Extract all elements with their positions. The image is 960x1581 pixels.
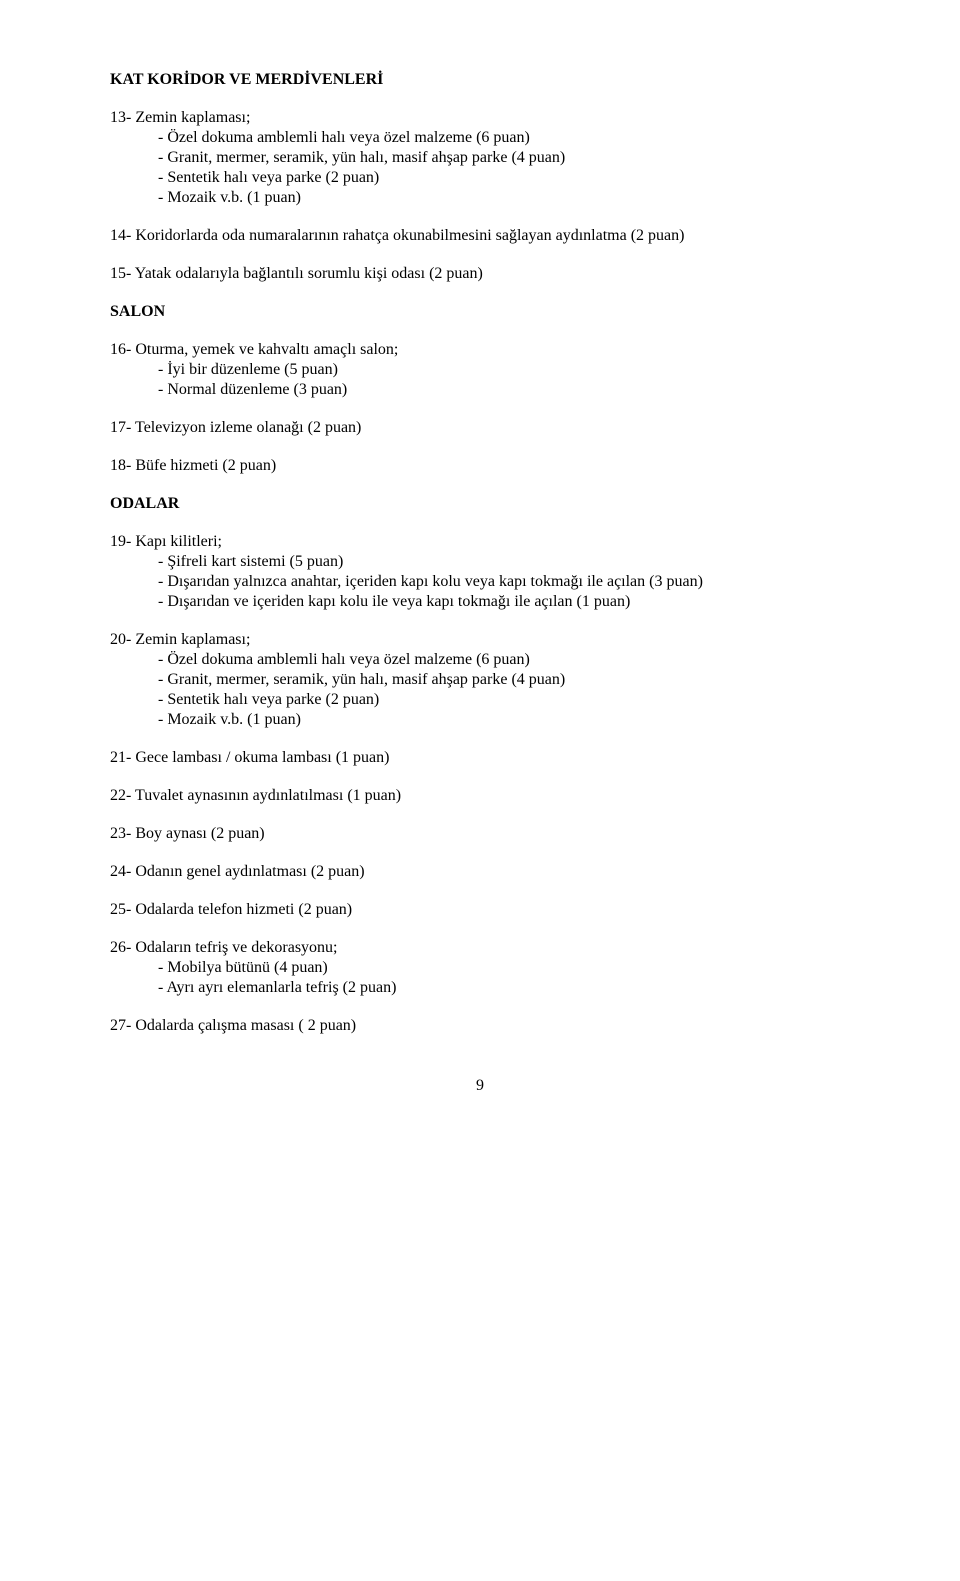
item-13: 13- Zemin kaplaması; - Özel dokuma amble… xyxy=(110,108,850,208)
item-23: 23- Boy aynası (2 puan) xyxy=(110,824,850,844)
item-19-b: - Dışarıdan yalnızca anahtar, içeriden k… xyxy=(110,572,850,592)
item-19-a: - Şifreli kart sistemi (5 puan) xyxy=(110,552,850,572)
item-16-title: 16- Oturma, yemek ve kahvaltı amaçlı sal… xyxy=(110,340,850,360)
item-20: 20- Zemin kaplaması; - Özel dokuma amble… xyxy=(110,630,850,730)
item-16-a: - İyi bir düzenleme (5 puan) xyxy=(110,360,850,380)
item-18: 18- Büfe hizmeti (2 puan) xyxy=(110,456,850,476)
item-16-b: - Normal düzenleme (3 puan) xyxy=(110,380,850,400)
item-26-title: 26- Odaların tefriş ve dekorasyonu; xyxy=(110,938,850,958)
item-13-b: - Granit, mermer, seramik, yün halı, mas… xyxy=(110,148,850,168)
item-19-c: - Dışarıdan ve içeriden kapı kolu ile ve… xyxy=(110,592,850,612)
item-13-d: - Mozaik v.b. (1 puan) xyxy=(110,188,850,208)
item-19: 19- Kapı kilitleri; - Şifreli kart siste… xyxy=(110,532,850,612)
heading-koridor: KAT KORİDOR VE MERDİVENLERİ xyxy=(110,70,850,90)
item-27: 27- Odalarda çalışma masası ( 2 puan) xyxy=(110,1016,850,1036)
item-20-d: - Mozaik v.b. (1 puan) xyxy=(110,710,850,730)
item-20-a: - Özel dokuma amblemli halı veya özel ma… xyxy=(110,650,850,670)
item-20-c: - Sentetik halı veya parke (2 puan) xyxy=(110,690,850,710)
item-22: 22- Tuvalet aynasının aydınlatılması (1 … xyxy=(110,786,850,806)
item-26: 26- Odaların tefriş ve dekorasyonu; - Mo… xyxy=(110,938,850,998)
item-20-title: 20- Zemin kaplaması; xyxy=(110,630,850,650)
item-26-a: - Mobilya bütünü (4 puan) xyxy=(110,958,850,978)
heading-salon: SALON xyxy=(110,302,850,322)
item-21: 21- Gece lambası / okuma lambası (1 puan… xyxy=(110,748,850,768)
item-14: 14- Koridorlarda oda numaralarının rahat… xyxy=(110,226,850,246)
item-16: 16- Oturma, yemek ve kahvaltı amaçlı sal… xyxy=(110,340,850,400)
item-19-title: 19- Kapı kilitleri; xyxy=(110,532,850,552)
item-20-b: - Granit, mermer, seramik, yün halı, mas… xyxy=(110,670,850,690)
item-15: 15- Yatak odalarıyla bağlantılı sorumlu … xyxy=(110,264,850,284)
item-17: 17- Televizyon izleme olanağı (2 puan) xyxy=(110,418,850,438)
page-number: 9 xyxy=(110,1076,850,1096)
item-13-c: - Sentetik halı veya parke (2 puan) xyxy=(110,168,850,188)
item-26-b: - Ayrı ayrı elemanlarla tefriş (2 puan) xyxy=(110,978,850,998)
item-13-a: - Özel dokuma amblemli halı veya özel ma… xyxy=(110,128,850,148)
item-25: 25- Odalarda telefon hizmeti (2 puan) xyxy=(110,900,850,920)
heading-odalar: ODALAR xyxy=(110,494,850,514)
item-24: 24- Odanın genel aydınlatması (2 puan) xyxy=(110,862,850,882)
item-13-title: 13- Zemin kaplaması; xyxy=(110,108,850,128)
